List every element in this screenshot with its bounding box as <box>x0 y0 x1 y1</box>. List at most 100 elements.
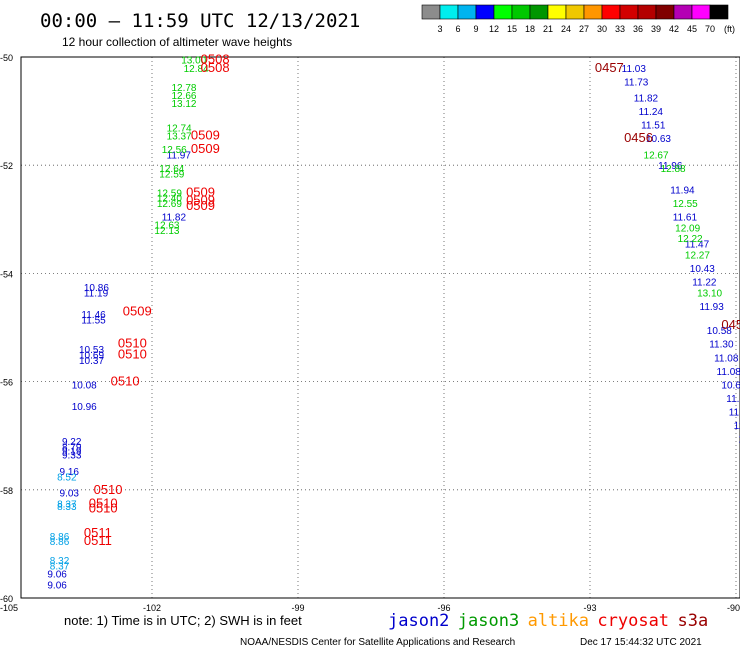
data-label-altika: 8.33 <box>57 502 77 513</box>
data-label-jason2: 11.96 <box>658 161 683 172</box>
data-label-cryosat: 0508 <box>201 52 230 67</box>
data-label-cryosat: 0510 <box>118 336 147 351</box>
color-swatch <box>475 4 495 20</box>
y-tick-label: -60 <box>0 594 13 604</box>
x-tick-label: -99 <box>291 603 304 613</box>
color-swatch <box>619 4 639 20</box>
data-label-cryosat: 0511 <box>84 533 112 548</box>
y-tick-label: -50 <box>0 53 13 63</box>
color-scale-label: 33 <box>615 24 625 34</box>
data-label-jason3: 12.63 <box>154 221 179 232</box>
data-label-cryosat: 0510 <box>89 495 118 510</box>
data-label-altika: 8.52 <box>57 472 77 483</box>
data-label-jason2: 10.43 <box>690 264 715 275</box>
legend-jason3: jason3 <box>458 611 519 631</box>
mission-legend: jason2 jason3 altika cryosat s3a <box>388 611 708 631</box>
color-swatch <box>439 4 459 20</box>
data-label-jason2: 11.93 <box>700 302 725 313</box>
data-label-cryosat: 0509 <box>186 192 215 207</box>
color-swatch <box>583 4 603 20</box>
data-label-jason2: 11.03 <box>622 64 647 75</box>
data-label-jason2: 9.03 <box>60 489 80 500</box>
color-scale-label: 18 <box>525 24 535 34</box>
data-label-jason3: 13.00 <box>181 56 206 67</box>
data-label-jason2: 10.53 <box>79 345 104 356</box>
data-label-jason2: 10.08 <box>72 380 97 391</box>
color-scale-label: 24 <box>561 24 571 34</box>
data-label-jason2: 11.82 <box>634 94 659 105</box>
data-label-jason2: 11.82 <box>162 213 187 224</box>
color-swatch <box>673 4 693 20</box>
data-label-jason3: 12.78 <box>171 83 196 94</box>
x-tick-label: -105 <box>0 603 18 613</box>
data-label-jason3: 12.27 <box>685 250 710 261</box>
color-scale-label: 36 <box>633 24 643 34</box>
color-scale-label: 3 <box>437 24 442 34</box>
data-label-jason2: 9.33 <box>62 451 82 462</box>
data-label-jason3: 12.40 <box>157 194 182 205</box>
color-scale-label: 9 <box>473 24 478 34</box>
data-label-cryosat: 0510 <box>118 347 147 362</box>
color-scale-label: 39 <box>651 24 661 34</box>
data-label-jason2: 10.37 <box>79 356 104 367</box>
data-label-jason2: 11.30 <box>709 340 734 351</box>
data-label-jason3: 12.84 <box>184 64 209 75</box>
data-label-jason2: 11.69 <box>734 421 740 432</box>
legend-cryosat: cryosat <box>597 611 669 631</box>
data-label-jason2: 10.58 <box>707 326 732 337</box>
data-label-jason3: 12.59 <box>157 188 182 199</box>
data-label-s3a: 0457 <box>595 60 624 75</box>
color-swatch <box>691 4 711 20</box>
data-label-altika: 8.86 <box>50 532 70 543</box>
x-tick-label: -90 <box>727 603 740 613</box>
color-scale-label: 42 <box>669 24 679 34</box>
color-swatch <box>637 4 657 20</box>
color-scale-label: 6 <box>455 24 460 34</box>
data-label-jason2: 11.73 <box>624 77 649 88</box>
footer-credit: NOAA/NESDIS Center for Satellite Applica… <box>240 637 515 648</box>
data-label-cryosat: 0509 <box>191 127 220 142</box>
data-label-jason2: 11.19 <box>84 288 109 299</box>
data-label-cryosat: 0510 <box>89 501 118 516</box>
data-label-jason2: 9.06 <box>47 570 67 581</box>
color-scale-label: 30 <box>597 24 607 34</box>
color-swatch <box>421 4 441 20</box>
data-label-jason3: 12.74 <box>167 123 192 134</box>
color-swatch <box>493 4 513 20</box>
data-label-jason3: 12.66 <box>171 91 196 102</box>
data-label-s3a: 0455 <box>721 317 740 332</box>
data-label-jason2: 11.35 <box>726 394 740 405</box>
plot-frame <box>20 56 740 599</box>
data-label-altika: 8.37 <box>57 499 77 510</box>
data-label-jason3: 13.12 <box>171 99 196 110</box>
y-tick-label: -54 <box>0 269 13 279</box>
data-label-jason2: 10.21 <box>738 434 740 445</box>
data-label-cryosat: 0509 <box>186 198 215 213</box>
data-label-jason2: 9.19 <box>62 446 82 457</box>
data-label-cryosat: 0510 <box>94 482 123 497</box>
data-label-altika: 8.86 <box>50 537 70 548</box>
data-label-jason3: 12.67 <box>644 150 669 161</box>
data-label-jason2: 9.06 <box>47 580 67 591</box>
chart-subtitle: 12 hour collection of altimeter wave hei… <box>62 35 292 49</box>
data-label-jason2: 10.69 <box>79 351 104 362</box>
color-swatch <box>457 4 477 20</box>
data-label-jason3: 12.59 <box>159 169 184 180</box>
color-swatch <box>601 4 621 20</box>
color-scale-bar: 3 6 9 12 15 18 21 24 27 30 33 36 39 42 45 70 (ft) <box>421 4 735 34</box>
data-label-altika: 8.32 <box>50 556 70 567</box>
color-swatch <box>655 4 675 20</box>
data-label-cryosat: 0509 <box>191 141 220 156</box>
data-label-jason3: 12.88 <box>661 164 686 175</box>
data-label-jason3: 12.22 <box>678 234 703 245</box>
data-label-jason3: 13.37 <box>167 131 192 142</box>
color-scale-label: 27 <box>579 24 589 34</box>
data-label-jason3: 12.13 <box>154 226 179 237</box>
x-tick-label: -96 <box>437 603 450 613</box>
y-tick-label: -56 <box>0 378 13 388</box>
y-tick-label: -58 <box>0 486 13 496</box>
data-label-jason2: 11.46 <box>81 310 106 321</box>
data-label-jason2: 10.86 <box>84 283 109 294</box>
data-label-jason2: 11.55 <box>729 407 740 418</box>
